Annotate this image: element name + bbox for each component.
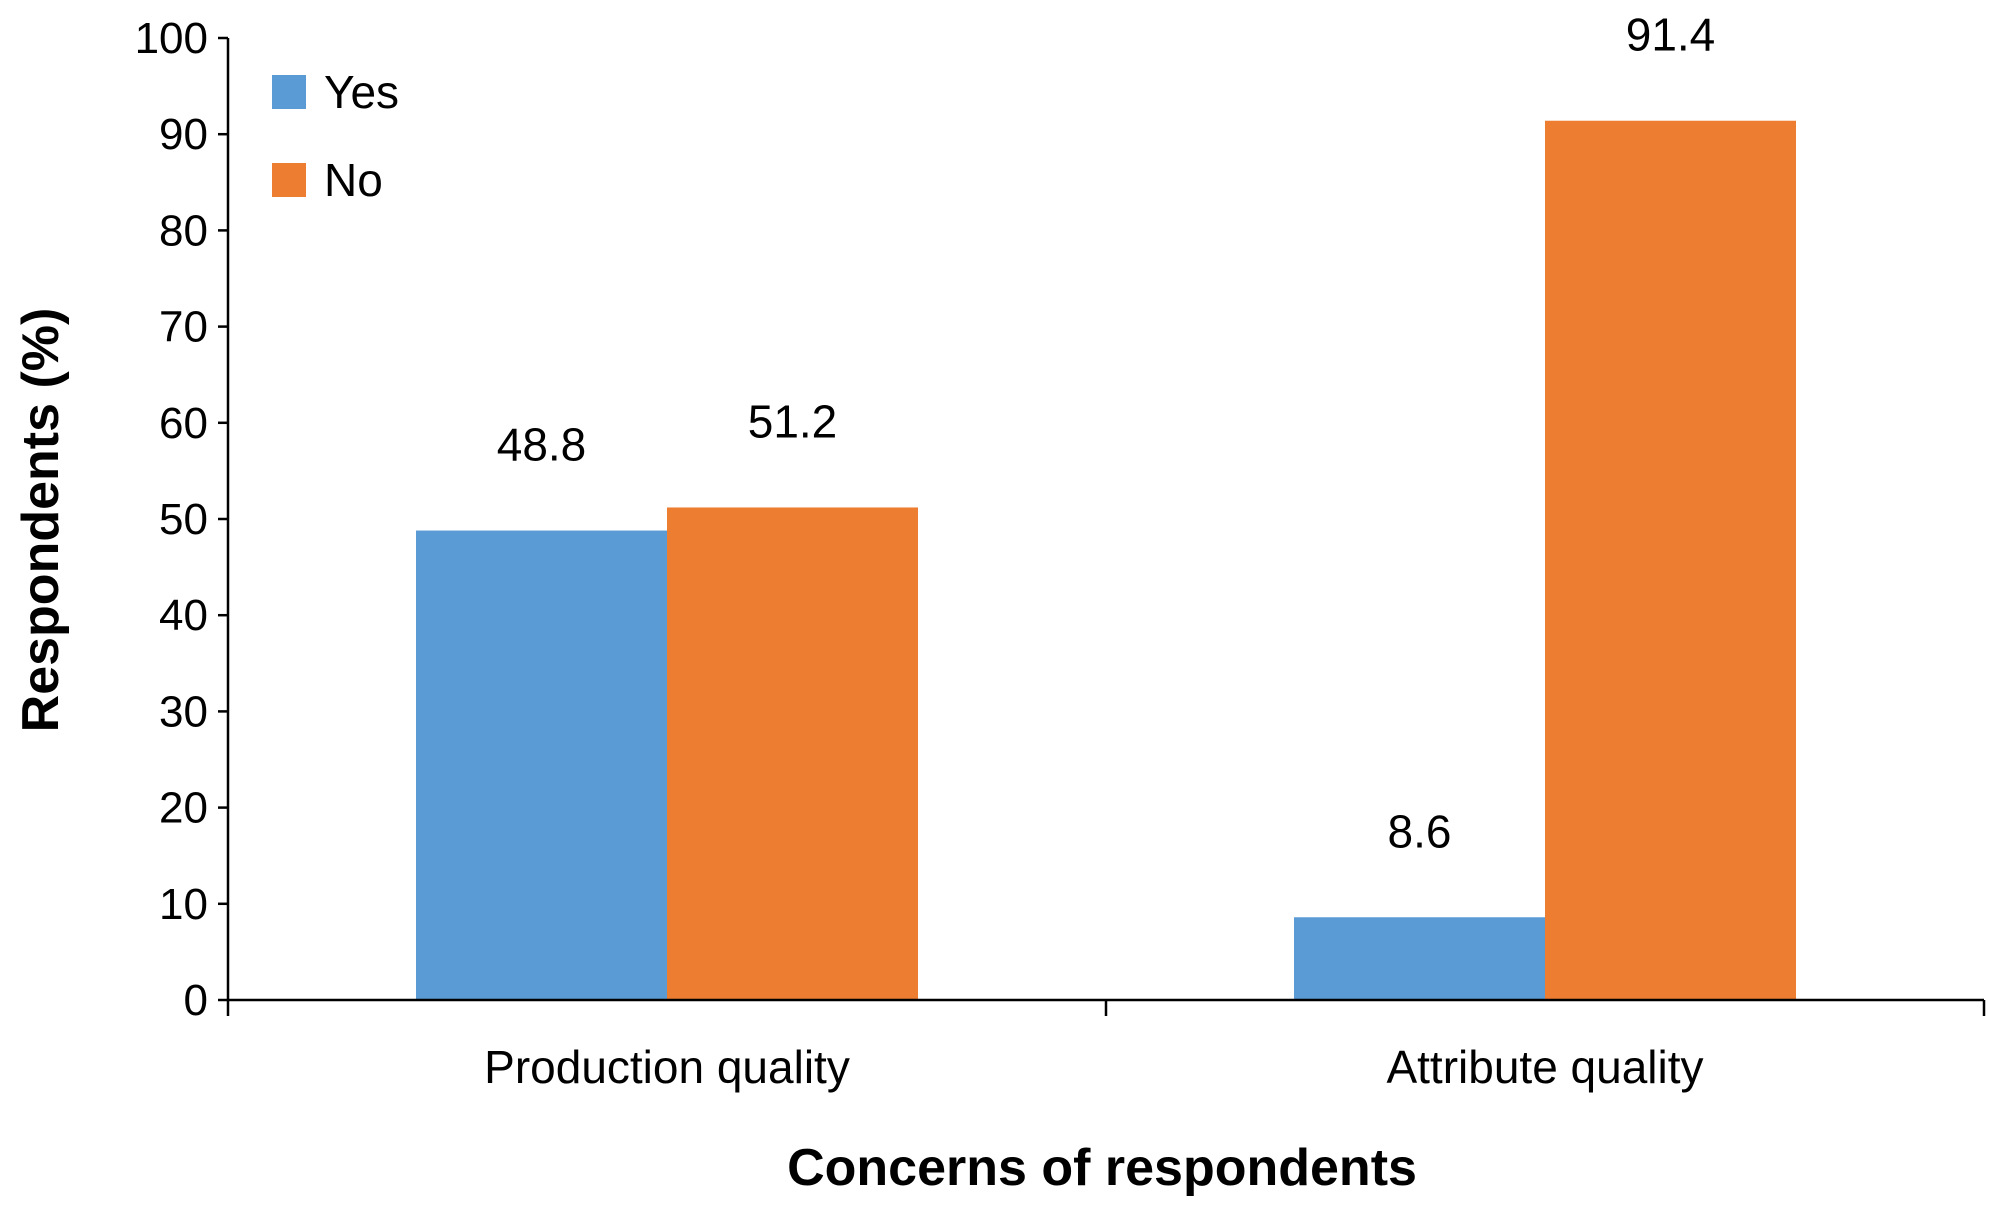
y-axis-title: Respondents (%) (12, 308, 70, 733)
y-tick-label: 40 (159, 591, 208, 640)
y-tick-label: 0 (184, 976, 208, 1025)
y-tick-label: 30 (159, 687, 208, 736)
x-axis-title: Concerns of respondents (787, 1139, 1417, 1197)
legend-label-no: No (324, 154, 383, 206)
data-label-yes-2: 8.6 (1388, 805, 1452, 857)
y-tick-label: 90 (159, 110, 208, 159)
y-tick-label: 70 (159, 303, 208, 352)
legend-swatch-no (272, 163, 306, 197)
y-tick-label: 50 (159, 495, 208, 544)
bars-layer (416, 120, 1796, 1001)
bar-no-2 (1545, 120, 1796, 1001)
y-tick-label: 80 (159, 206, 208, 255)
legend: Yes No (272, 66, 399, 206)
y-tick-label: 10 (159, 880, 208, 929)
legend-label-yes: Yes (324, 66, 399, 118)
bar-yes-1 (416, 530, 667, 1000)
data-label-no-1: 51.2 (748, 395, 838, 447)
y-tick-label: 60 (159, 399, 208, 448)
bar-no-1 (667, 507, 918, 1000)
category-label-2: Attribute quality (1386, 1041, 1703, 1093)
legend-swatch-yes (272, 75, 306, 109)
y-tick-label: 100 (135, 14, 208, 63)
data-label-yes-1: 48.8 (497, 419, 587, 471)
bar-yes-2 (1294, 917, 1545, 1000)
axes-layer: 0 10 20 30 40 50 60 70 80 90 100 (135, 14, 1986, 1025)
data-label-no-2: 91.4 (1626, 9, 1716, 61)
y-tick-label: 20 (159, 784, 208, 833)
category-label-1: Production quality (484, 1041, 850, 1093)
labels-layer: 48.8 51.2 Production quality 8.6 91.4 Attribu… (484, 9, 1715, 1093)
